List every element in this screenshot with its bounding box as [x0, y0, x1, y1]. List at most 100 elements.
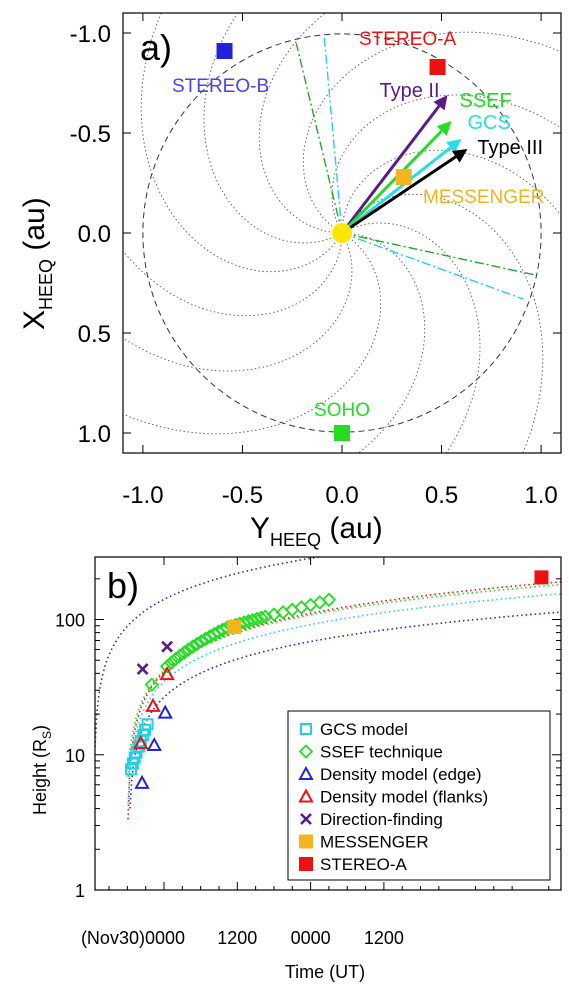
data-point: [168, 651, 183, 667]
angular-extent-lines: [295, 34, 536, 300]
sun-marker: [332, 223, 352, 243]
direction-label: Type II: [379, 80, 439, 102]
parker-spiral-line: [341, 193, 544, 453]
spacecraft-label: MESSENGER: [423, 187, 544, 208]
panel-b-x-axis-title: Time (UT): [285, 962, 365, 982]
spacecraft-marker: [216, 43, 233, 59]
data-point: [141, 718, 154, 731]
legend: GCS model SSEF technique Density model (ed…: [287, 710, 551, 881]
data-point: [161, 640, 173, 653]
data-point: [146, 736, 162, 752]
data-point: [159, 659, 175, 674]
height-time-points: [125, 570, 549, 789]
parker-spiral-line: [123, 232, 382, 435]
y-tick-label: 10: [65, 746, 85, 766]
panel-b-plot: (Nov30)0000 1200 0000 1200 1 10 100 b) GCS mod…: [30, 556, 562, 982]
x-tick-label: 0.0: [325, 482, 358, 509]
parker-spirals: [123, 13, 561, 453]
panel-b-y-axis-title: Height (RS): [30, 725, 54, 815]
parker-spiral-line: [203, 13, 343, 244]
spacecraft-label: STEREO-A: [359, 29, 456, 50]
y-tick-label: 0.0: [78, 221, 111, 248]
spacecraft-markers: STEREO-B STEREO-A MESSENGER SOHO: [172, 29, 544, 441]
panel-b-ticks: (Nov30)0000 1200 0000 1200 1 10 100: [55, 557, 561, 948]
y-tick-label: 0.5: [78, 321, 111, 348]
panel-a-x-axis-title: YHEEQ (au): [250, 512, 383, 550]
spacecraft-label: SOHO: [314, 400, 370, 421]
y-tick-label: 100: [55, 611, 85, 631]
direction-arrowhead: [433, 95, 448, 111]
angular-extent-line: [341, 232, 536, 276]
panel-a-label: a): [140, 27, 172, 68]
data-point: [134, 774, 150, 789]
direction-arrowhead: [436, 121, 452, 136]
direction-arrow: [341, 155, 457, 235]
x-tick-label: 0000: [291, 928, 331, 948]
x-tick-label: 1200: [217, 928, 257, 948]
legend-label: Direction-finding: [320, 810, 443, 829]
data-point: [159, 665, 175, 681]
legend-marker: [299, 857, 313, 871]
panel-b-label: b): [107, 565, 139, 606]
legend-box: [287, 710, 551, 881]
parker-spiral-line: [123, 232, 353, 372]
angular-extent-line: [341, 232, 524, 300]
parker-spiral-line: [331, 94, 561, 234]
y-tick-label: 1: [75, 881, 85, 901]
legend-marker: [299, 834, 313, 849]
direction-arrowhead: [451, 149, 468, 163]
panel-a-frame: [122, 12, 562, 454]
spacecraft-marker: [334, 425, 350, 441]
data-point: [133, 734, 149, 750]
data-point: [164, 655, 179, 670]
panel-b-frame: [94, 556, 562, 891]
direction-arrow: [340, 105, 441, 234]
data-point: [321, 592, 337, 608]
direction-arrowhead: [446, 139, 462, 154]
data-point: [534, 570, 549, 585]
fit-curve: [127, 593, 561, 804]
x-tick-label: 1200: [364, 928, 404, 948]
legend-label: GCS model: [320, 720, 408, 739]
spacecraft-marker: [429, 59, 446, 75]
x-tick-label: -1.0: [122, 482, 163, 509]
data-point: [185, 639, 200, 654]
fit-curve: [127, 581, 561, 820]
y-tick-label: 1.0: [78, 421, 111, 448]
data-point: [157, 704, 173, 719]
parker-spiral-line: [302, 31, 561, 234]
data-point: [136, 663, 149, 676]
legend-marker: [300, 723, 312, 735]
panel-a-ticks: -1.0 -0.5 0.0 0.5 1.0 -1.0 -0.5 0.0 0.5 1.0: [70, 13, 561, 509]
x-tick-label: (Nov30)0000: [81, 928, 185, 948]
x-tick-label: -0.5: [222, 482, 263, 509]
legend-label: MESSENGER: [320, 833, 429, 852]
data-point: [176, 645, 192, 660]
data-point: [144, 677, 160, 692]
data-point: [172, 648, 188, 663]
data-point: [181, 642, 196, 657]
x-tick-label: 0.5: [425, 482, 458, 509]
y-tick-label: -0.5: [70, 121, 111, 148]
data-point: [253, 610, 269, 626]
parker-spiral-line: [341, 232, 426, 453]
legend-label: SSEF technique: [320, 743, 443, 762]
panel-a-y-axis-title: XHEEQ (au): [18, 197, 56, 330]
data-point: [227, 620, 242, 635]
legend-marker: [298, 788, 314, 803]
angular-extent-line: [323, 34, 343, 234]
spacecraft-label: STEREO-B: [172, 76, 269, 97]
y-tick-label: -1.0: [70, 21, 111, 48]
direction-arrow: [340, 129, 443, 235]
data-point: [189, 636, 205, 652]
direction-label: SSEF: [460, 90, 512, 112]
spacecraft-marker: [395, 169, 412, 185]
legend-label: STEREO-A: [320, 855, 408, 874]
parker-spiral-line: [140, 13, 343, 273]
legend-marker: [298, 744, 314, 759]
legend-marker: [298, 765, 314, 780]
data-point: [145, 697, 161, 712]
data-point: [193, 634, 209, 649]
